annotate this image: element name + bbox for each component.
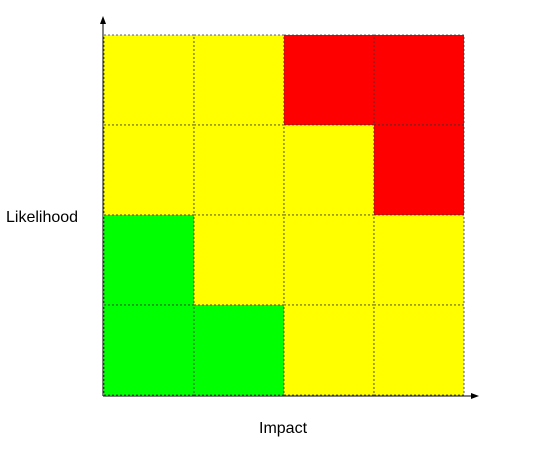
cell-green-r4c2 <box>193 304 285 396</box>
risk-matrix-cells <box>103 34 465 396</box>
cell-yellow-r4c4 <box>373 304 465 396</box>
risk-matrix-axes <box>100 16 479 399</box>
cell-yellow-r2c1 <box>103 124 195 216</box>
cell-yellow-r1c1 <box>103 34 195 126</box>
cell-yellow-r3c3 <box>283 214 375 306</box>
cell-yellow-r3c4 <box>373 214 465 306</box>
cell-yellow-r3c2 <box>193 214 285 306</box>
cell-red-r2c4 <box>373 124 465 216</box>
x-axis-title: Impact <box>259 420 308 437</box>
cell-yellow-r4c3 <box>283 304 375 396</box>
cell-green-r4c1 <box>103 304 195 396</box>
cell-yellow-r1c2 <box>193 34 285 126</box>
cell-yellow-r2c3 <box>283 124 375 216</box>
cell-yellow-r2c2 <box>193 124 285 216</box>
x-axis-arrow-icon <box>471 393 479 399</box>
cell-red-r1c3 <box>283 34 375 126</box>
y-axis-arrow-icon <box>100 16 106 24</box>
y-axis-title: Likelihood <box>6 209 78 226</box>
cell-red-r1c4 <box>373 34 465 126</box>
cell-green-r3c1 <box>103 214 195 306</box>
